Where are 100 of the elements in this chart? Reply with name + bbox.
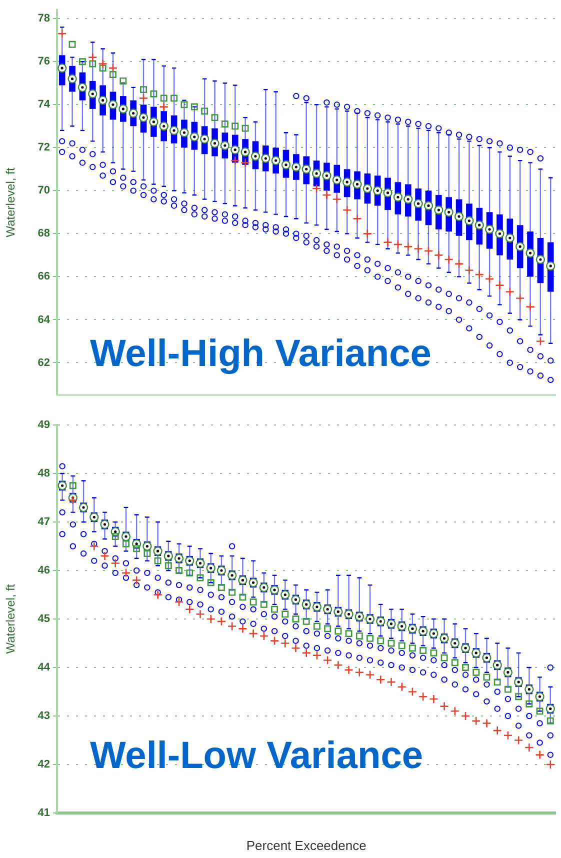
y-tick-label: 44 (38, 662, 51, 674)
y-tick-label: 66 (38, 270, 50, 283)
point (164, 562, 172, 570)
point (515, 693, 522, 700)
point (160, 94, 168, 102)
point (460, 711, 470, 721)
text: Well-High Variance (90, 333, 432, 375)
point (57, 29, 67, 38)
point (334, 660, 343, 670)
point (232, 122, 239, 130)
point (334, 628, 342, 635)
point (242, 124, 249, 132)
point (110, 71, 116, 78)
point (282, 610, 289, 618)
point (154, 557, 162, 564)
point (196, 610, 205, 619)
point (398, 642, 406, 650)
point (120, 78, 127, 84)
point (122, 540, 130, 548)
point (227, 622, 237, 631)
point (218, 584, 225, 591)
point (89, 542, 99, 551)
point (526, 302, 535, 312)
point (430, 649, 438, 656)
point (153, 590, 162, 600)
y-tick-label: 78 (38, 12, 50, 25)
point (483, 674, 490, 681)
point (366, 634, 374, 642)
y-tick-label: 74 (38, 98, 51, 111)
y-axis-title: Waterlevel, ft (4, 167, 18, 238)
y-tick-label: 41 (38, 807, 50, 820)
point (78, 58, 86, 66)
point (270, 636, 280, 646)
point (344, 665, 354, 675)
point (312, 184, 322, 194)
point (450, 706, 460, 716)
point (464, 266, 474, 275)
y-tick-label: 45 (38, 613, 50, 626)
point (68, 496, 78, 505)
point (495, 280, 504, 290)
y-tick-label: 76 (38, 56, 50, 68)
point (440, 702, 449, 711)
point (250, 598, 257, 606)
point (362, 229, 372, 238)
point (184, 604, 194, 614)
point (418, 692, 428, 702)
point (302, 648, 311, 658)
point (259, 631, 269, 641)
point (324, 625, 332, 632)
y-tick-label: 62 (38, 356, 50, 369)
point (403, 242, 413, 252)
point (68, 40, 76, 48)
point (216, 616, 226, 626)
point (238, 624, 248, 634)
point (211, 114, 218, 122)
point (342, 205, 352, 215)
y-tick-label: 70 (38, 184, 50, 197)
point (376, 674, 386, 684)
point (515, 294, 525, 303)
point (322, 190, 332, 200)
point (69, 482, 76, 490)
point (190, 103, 198, 110)
point (514, 736, 524, 745)
point (176, 567, 182, 574)
point (451, 659, 458, 666)
point (524, 742, 534, 752)
point (248, 628, 258, 638)
point (239, 594, 246, 601)
point (424, 246, 434, 256)
point (313, 622, 320, 630)
point (472, 668, 480, 676)
point (186, 569, 194, 576)
point (429, 694, 438, 704)
point (322, 656, 332, 665)
point (397, 682, 406, 692)
y-axis-title: Waterlevel, ft (4, 584, 18, 654)
point (230, 156, 240, 166)
point (144, 550, 151, 558)
point (159, 102, 169, 112)
point (110, 558, 120, 568)
point (482, 718, 492, 728)
point (100, 551, 110, 561)
point (408, 644, 416, 652)
point (280, 638, 290, 648)
point (414, 244, 423, 254)
point (221, 120, 228, 128)
y-tick-label: 42 (38, 758, 50, 771)
point (98, 59, 108, 68)
point (462, 664, 469, 671)
point (228, 588, 236, 596)
point (260, 600, 268, 608)
point (180, 101, 188, 108)
point (408, 687, 418, 696)
point (174, 597, 184, 607)
point (292, 616, 300, 622)
point (526, 700, 533, 708)
point (434, 250, 444, 260)
point (138, 94, 148, 103)
point (546, 717, 554, 724)
point (454, 259, 464, 268)
